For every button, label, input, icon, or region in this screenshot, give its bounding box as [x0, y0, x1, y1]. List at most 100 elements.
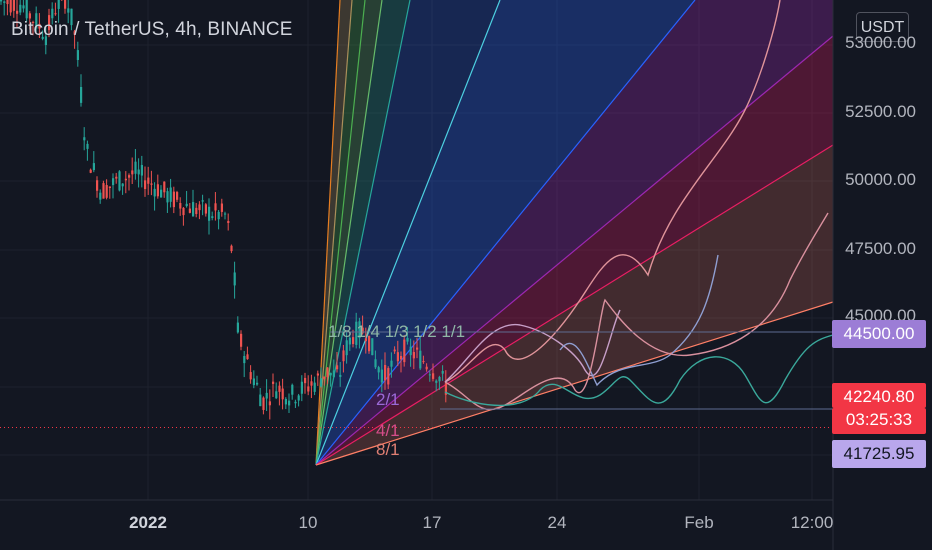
candle-body — [137, 169, 140, 175]
candle-body — [396, 352, 399, 362]
candle-body — [176, 192, 179, 200]
candle-body — [240, 333, 243, 347]
candle-body — [38, 23, 41, 29]
fan-label-2-1: 2/1 — [376, 390, 400, 409]
candle-body — [236, 322, 239, 333]
candle-body — [259, 394, 262, 407]
fan-label-4-1: 4/1 — [376, 421, 400, 440]
candle-body — [195, 207, 198, 214]
candle-body — [380, 369, 383, 383]
candle-body — [214, 203, 217, 211]
candle-body — [416, 347, 419, 350]
candle-body — [387, 368, 390, 385]
candle-body — [201, 200, 204, 202]
candle-body — [323, 376, 326, 380]
candle-body — [83, 137, 86, 141]
candle-body — [329, 372, 332, 376]
projection-curve — [444, 0, 781, 383]
candle-body — [134, 161, 137, 174]
candle-body — [41, 36, 44, 39]
candle-body — [422, 361, 425, 363]
candle-body — [297, 395, 300, 401]
candle-body — [355, 321, 358, 345]
candle-body — [332, 370, 335, 377]
candle-body — [361, 327, 364, 334]
projection-curves[interactable] — [444, 0, 834, 411]
candle-body — [403, 339, 406, 363]
candle-body — [108, 186, 111, 188]
candle-body — [153, 188, 156, 197]
candle-body — [185, 203, 188, 207]
candle-body — [342, 350, 345, 362]
candle-body — [6, 0, 9, 5]
candle-body — [182, 207, 185, 216]
symbol-title[interactable]: Bitcoin / TetherUS, 4h, BINANCE — [11, 19, 293, 40]
candle-body — [265, 392, 268, 399]
candle-body — [249, 372, 252, 380]
fan-label-top: 1/8 1/4 1/3 1/2 1/1 — [328, 322, 466, 341]
candle-body — [435, 380, 438, 383]
candle-body — [256, 382, 259, 385]
fan-sector — [316, 0, 833, 465]
candle-body — [115, 176, 118, 179]
candle-body — [224, 213, 227, 215]
candle-body — [313, 382, 316, 392]
candle-body — [3, 1, 6, 3]
candle-body — [368, 335, 371, 352]
candle-body — [86, 143, 89, 149]
candle-body — [345, 340, 348, 356]
fan-line — [315, 0, 411, 466]
candle-body — [198, 204, 201, 211]
candle-body — [374, 359, 377, 368]
candle-body — [12, 0, 15, 11]
candle-body — [0, 0, 3, 2]
candle-body — [304, 377, 307, 384]
candle-body — [22, 5, 25, 9]
projection-curve — [444, 309, 621, 383]
price-tick: 52500.00 — [845, 102, 916, 121]
price-tick: 47500.00 — [845, 239, 916, 258]
candle-body — [163, 181, 166, 193]
candle-body — [300, 381, 303, 394]
candle-body — [246, 354, 249, 360]
candle-body — [406, 337, 409, 342]
candle-body — [140, 164, 143, 176]
candle-body — [291, 384, 294, 395]
candle-body — [400, 355, 403, 360]
candle-body — [275, 391, 278, 399]
time-tick: 17 — [422, 513, 442, 532]
candle-body — [156, 184, 159, 197]
candle-body — [227, 221, 230, 223]
candle-body — [76, 50, 79, 60]
candle-body — [390, 360, 393, 367]
fan-line — [315, 301, 834, 466]
candle-body — [70, 8, 73, 26]
candle-body — [99, 192, 102, 200]
candle-body — [428, 374, 431, 376]
candle-body — [208, 206, 211, 221]
candle-body — [339, 374, 342, 377]
candle-body — [128, 175, 131, 178]
fan-line — [315, 0, 341, 466]
candle-body — [25, 0, 28, 19]
candles — [0, 0, 447, 420]
currency-button[interactable]: USDT — [856, 12, 909, 42]
fan-line — [315, 144, 834, 466]
price-tick: 50000.00 — [845, 170, 916, 189]
candle-body — [409, 346, 412, 356]
time-tick: Feb — [684, 513, 714, 532]
fan-line — [315, 0, 366, 466]
candle-body — [432, 373, 435, 379]
candle-body — [425, 366, 428, 370]
candle-body — [131, 170, 134, 175]
candle-body — [44, 36, 47, 46]
candle-body — [51, 8, 54, 19]
candle-body — [444, 383, 447, 395]
candle-body — [268, 401, 271, 406]
candle-body — [19, 4, 22, 13]
time-tick: 10 — [298, 513, 318, 532]
candle-body — [9, 0, 12, 13]
candle-body — [352, 337, 355, 345]
